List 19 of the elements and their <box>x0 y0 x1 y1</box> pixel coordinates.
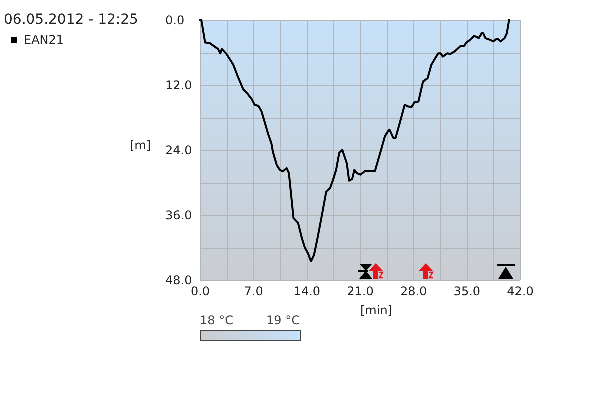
y-tick-label: 24.0 <box>166 144 192 158</box>
x-tick-label: 21.0 <box>347 284 374 298</box>
x-tick-label: 0.0 <box>190 284 210 298</box>
x-tick-label: 7.0 <box>244 284 264 298</box>
y-tick-label: 12.0 <box>166 78 192 92</box>
x-tick-label: 28.0 <box>400 284 428 298</box>
text: 06.05.2012 - 12:25 <box>4 12 138 28</box>
y-axis-title: [m] <box>130 138 152 152</box>
legend-label: EAN21 <box>24 33 64 47</box>
line-series <box>199 19 510 263</box>
y-tick-label: 0.0 <box>166 14 185 28</box>
y-tick-label: 36.0 <box>166 208 192 222</box>
y-tick-label: 48.0 <box>166 274 192 288</box>
x-tick-label: 42.0 <box>507 284 534 298</box>
x-axis-title: [min] <box>360 304 392 318</box>
x-tick-label: 14.0 <box>294 284 321 298</box>
color-bar-label: 19 °C <box>266 313 300 328</box>
x-tick-label: 35.0 <box>454 284 481 298</box>
color-bar-label: 18 °C <box>200 313 234 328</box>
